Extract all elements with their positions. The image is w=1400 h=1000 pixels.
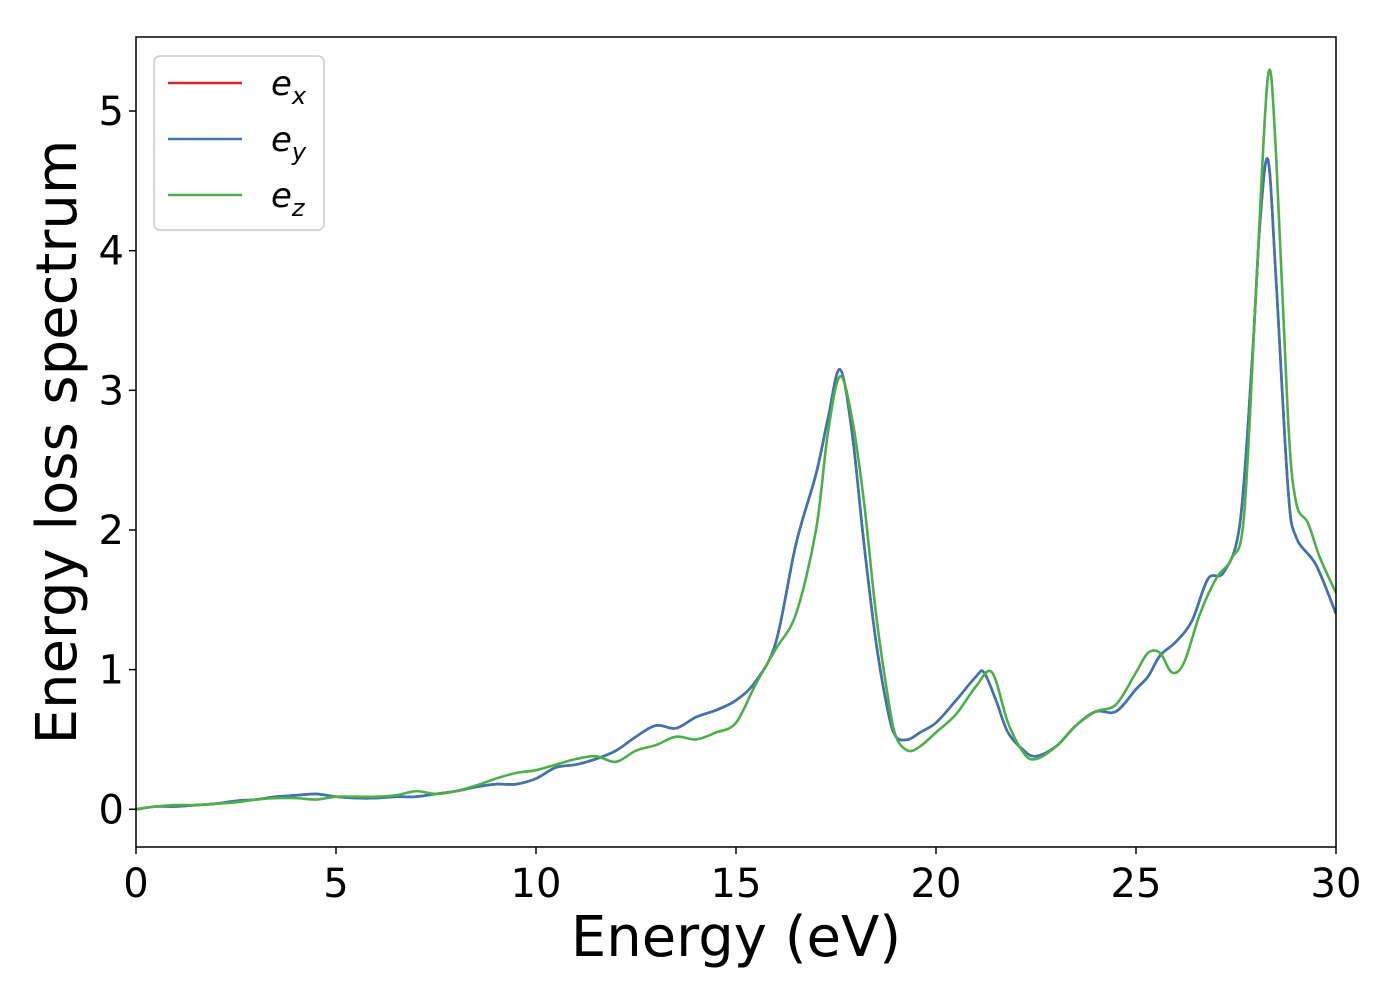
legend-label-base: e — [271, 64, 292, 104]
x-tick-label: 5 — [323, 861, 348, 907]
legend-label-subscript: y — [291, 138, 307, 166]
series-layer — [136, 68, 1336, 811]
y-tick-label: 0 — [99, 787, 124, 833]
legend-label-subscript: z — [291, 194, 306, 222]
legend-label-base: e — [271, 176, 292, 216]
y-tick-label: 4 — [99, 229, 124, 275]
legend-label-base: e — [271, 120, 292, 160]
y-tick-label: 1 — [99, 648, 124, 694]
x-tick-label: 10 — [511, 861, 562, 907]
y-tick-label: 3 — [99, 368, 124, 414]
legend-label-y: ey — [271, 120, 307, 166]
x-tick-label: 30 — [1311, 861, 1362, 907]
y-tick-label: 5 — [99, 89, 124, 135]
x-tick-label: 0 — [123, 861, 148, 907]
legend-label-z: ez — [271, 176, 306, 222]
y-axis-ticks: 0 1 2 3 4 5 — [99, 89, 136, 833]
x-axis-ticks: 0 5 10 15 20 25 30 — [123, 847, 1361, 907]
y-tick-label: 2 — [99, 508, 124, 554]
y-axis-title: Energy loss spectrum — [25, 140, 90, 745]
legend-label-x: ex — [271, 64, 307, 110]
x-tick-label: 25 — [1111, 861, 1162, 907]
series-line-e-z — [136, 68, 1336, 811]
x-axis-title: Energy (eV) — [571, 905, 901, 970]
plot-background — [136, 37, 1336, 847]
legend-label-subscript: x — [291, 82, 307, 110]
x-tick-label: 15 — [711, 861, 762, 907]
x-tick-label: 20 — [911, 861, 962, 907]
legend-box — [153, 55, 325, 231]
